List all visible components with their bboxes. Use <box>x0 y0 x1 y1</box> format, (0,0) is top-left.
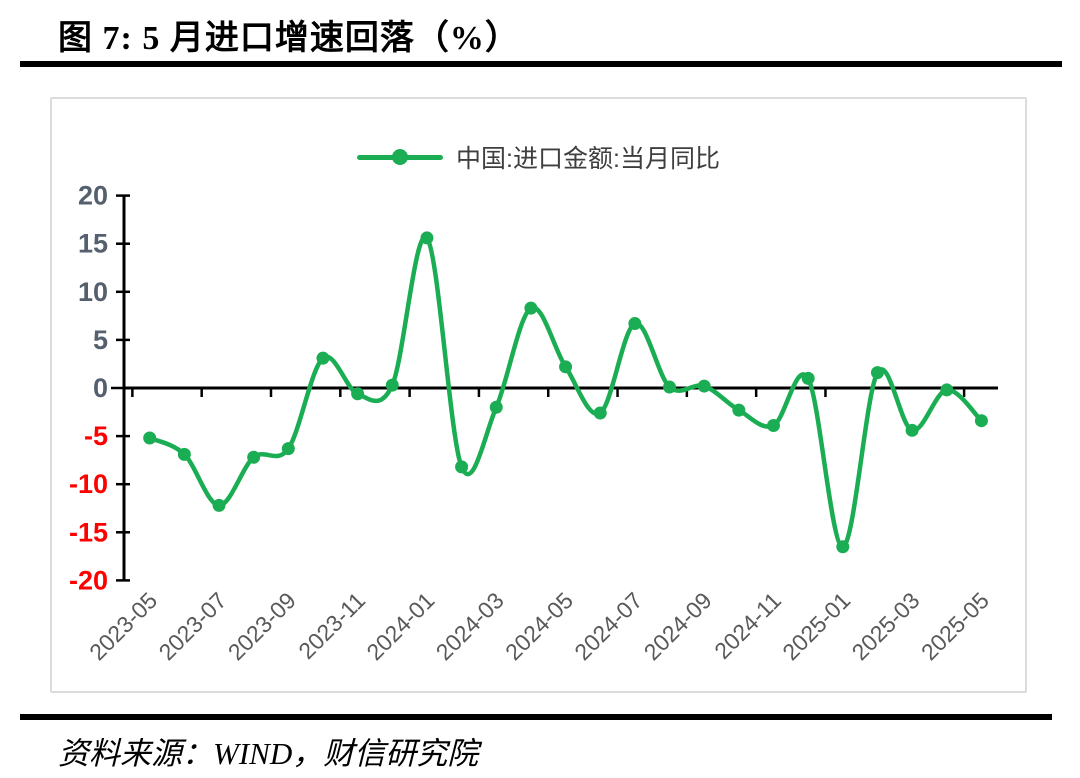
footer-divider <box>20 714 1052 720</box>
svg-text:-10: -10 <box>69 469 108 499</box>
svg-text:5: 5 <box>93 325 108 355</box>
source-note: 资料来源：WIND，财信研究院 <box>58 736 479 771</box>
legend-line-swatch <box>357 149 444 165</box>
svg-text:2023-07: 2023-07 <box>153 587 231 665</box>
svg-text:-15: -15 <box>69 517 108 547</box>
svg-text:2023-05: 2023-05 <box>84 587 162 665</box>
legend-marker-icon <box>392 149 409 165</box>
svg-text:2024-01: 2024-01 <box>361 587 439 665</box>
plot-svg: 20 15 10 5 0 -5 -10 -15 -202023-052023-072023-09… <box>69 181 998 665</box>
svg-text:2024-05: 2024-05 <box>500 587 578 665</box>
svg-text:15: 15 <box>78 229 108 259</box>
chart-panel: 中国:进口金额:当月同比 20 15 10 5 0 -5 -10 -15 -20 2023-05 2… <box>50 97 1027 693</box>
svg-text:0: 0 <box>93 373 108 403</box>
figure-title: 图 7: 5 月进口增速回落（%） <box>58 20 520 57</box>
svg-text:20: 20 <box>78 181 108 211</box>
svg-text:2025-01: 2025-01 <box>777 587 855 665</box>
svg-text:2024-09: 2024-09 <box>639 587 717 665</box>
svg-text:2024-11: 2024-11 <box>709 587 786 664</box>
svg-text:-20: -20 <box>69 565 108 595</box>
svg-text:2023-09: 2023-09 <box>223 587 301 665</box>
title-divider <box>20 61 1062 67</box>
svg-text:2025-05: 2025-05 <box>916 587 994 665</box>
legend-label: 中国:进口金额:当月同比 <box>456 145 720 173</box>
legend: 中国:进口金额:当月同比 <box>52 139 1025 175</box>
svg-text:-5: -5 <box>84 421 108 451</box>
svg-text:2024-07: 2024-07 <box>569 587 647 665</box>
svg-text:10: 10 <box>78 277 108 307</box>
svg-text:2023-11: 2023-11 <box>293 587 370 664</box>
svg-text:2025-03: 2025-03 <box>847 587 925 665</box>
svg-text:2024-03: 2024-03 <box>431 587 509 665</box>
